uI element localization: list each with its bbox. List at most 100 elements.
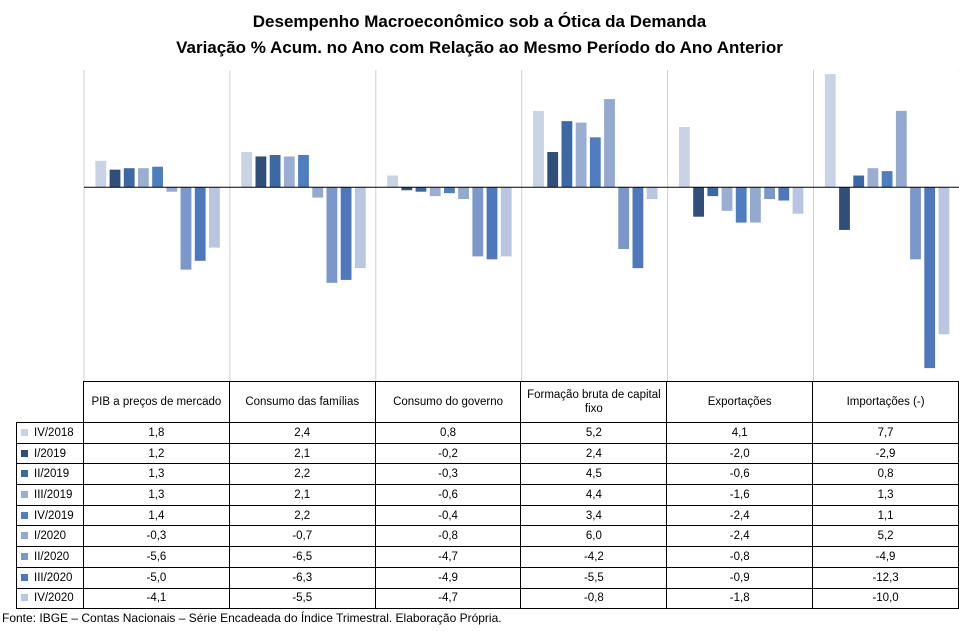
table-row: IV/2019 1,4 2,2 -0,4 3,4 -2,4 1,1 bbox=[16, 504, 959, 527]
data-label: -10,0 bbox=[812, 587, 959, 610]
legend-label-cell: II/2020 bbox=[16, 546, 84, 568]
data-label: -6,3 bbox=[228, 566, 376, 589]
bar bbox=[721, 187, 733, 211]
chart-title: Desempenho Macroeconômico sob a Ótica da… bbox=[252, 12, 707, 31]
bar bbox=[283, 156, 295, 188]
legend-key bbox=[21, 511, 28, 519]
bar bbox=[354, 187, 366, 269]
bar bbox=[839, 187, 850, 230]
legend-label-cell: IV/2019 bbox=[16, 504, 84, 527]
bar bbox=[415, 187, 427, 192]
data-label: 4,1 bbox=[666, 422, 814, 444]
bar bbox=[707, 187, 719, 197]
data-label: 1,2 bbox=[82, 442, 230, 465]
data-label: -0,6 bbox=[374, 484, 522, 506]
source-note: Fonte: IBGE – Contas Nacionais – Série E… bbox=[2, 611, 502, 625]
data-label: -1,6 bbox=[666, 484, 814, 506]
bar bbox=[298, 154, 309, 188]
data-label: 1,3 bbox=[82, 463, 230, 486]
bar bbox=[924, 187, 936, 369]
data-label: 2,4 bbox=[520, 442, 668, 465]
data-label: -0,8 bbox=[374, 525, 522, 548]
bar bbox=[312, 187, 324, 198]
bar bbox=[561, 121, 573, 188]
legend-label: I/2020 bbox=[34, 530, 66, 543]
legend-label-cell: III/2020 bbox=[16, 566, 84, 589]
data-label: -5,6 bbox=[82, 546, 230, 568]
legend-key bbox=[21, 532, 28, 540]
data-label: 2,1 bbox=[228, 484, 376, 506]
table-row: III/2020 -5,0 -6,3 -4,9 -5,5 -0,9 -12,3 bbox=[16, 566, 959, 589]
table-header-row: PIB a preços de mercado Consumo das famíl… bbox=[16, 381, 959, 423]
bar bbox=[895, 110, 907, 188]
data-table: PIB a preços de mercado Consumo das famíl… bbox=[16, 381, 959, 610]
legend-key bbox=[21, 552, 28, 560]
bar bbox=[867, 168, 879, 188]
bar bbox=[853, 175, 865, 188]
bar bbox=[910, 187, 921, 260]
bar bbox=[824, 74, 836, 188]
data-label: -4,1 bbox=[82, 587, 230, 610]
data-label: -0,3 bbox=[374, 463, 522, 486]
data-label: -6,5 bbox=[228, 546, 376, 568]
table-row: IV/2018 1,8 2,4 0,8 5,2 4,1 7,7 bbox=[16, 422, 959, 444]
bar bbox=[209, 187, 220, 248]
data-label: -0,7 bbox=[228, 525, 376, 548]
data-label: 1,8 bbox=[82, 422, 230, 444]
data-label: -5,5 bbox=[520, 566, 668, 589]
bar bbox=[735, 187, 747, 223]
data-label: -2,4 bbox=[666, 525, 814, 548]
bar bbox=[429, 187, 441, 197]
bar bbox=[444, 187, 455, 194]
bar bbox=[938, 187, 950, 335]
data-label: 3,4 bbox=[520, 504, 668, 527]
bar bbox=[138, 168, 149, 188]
legend-label: IV/2020 bbox=[34, 592, 74, 605]
bar bbox=[123, 168, 135, 188]
bar bbox=[778, 187, 790, 201]
data-label: 1,3 bbox=[82, 484, 230, 506]
data-label: -4,7 bbox=[374, 587, 522, 610]
data-label: 2,4 bbox=[228, 422, 376, 444]
legend-key bbox=[21, 428, 28, 436]
bar bbox=[632, 187, 644, 269]
legend-key bbox=[21, 490, 28, 498]
legend-label: III/2019 bbox=[34, 488, 73, 501]
data-label: -4,7 bbox=[374, 546, 522, 568]
bar bbox=[387, 175, 398, 188]
category-header: Exportações bbox=[666, 381, 814, 423]
legend-label: I/2019 bbox=[34, 447, 66, 460]
legend-key bbox=[21, 449, 28, 457]
data-label: -0,2 bbox=[374, 442, 522, 465]
data-label: 1,4 bbox=[82, 504, 230, 527]
data-label: 1,1 bbox=[812, 504, 959, 527]
data-label: -0,4 bbox=[374, 504, 522, 527]
bar bbox=[533, 110, 544, 188]
bar bbox=[693, 187, 704, 217]
data-label: -2,4 bbox=[666, 504, 814, 527]
bar bbox=[326, 187, 338, 283]
bar bbox=[180, 187, 192, 270]
legend-key bbox=[21, 470, 28, 478]
data-label: -0,3 bbox=[82, 525, 230, 548]
data-label: -0,9 bbox=[666, 566, 814, 589]
legend-label-cell: I/2020 bbox=[16, 525, 84, 548]
bar bbox=[255, 156, 267, 188]
bar bbox=[764, 187, 775, 200]
bar bbox=[269, 154, 281, 188]
data-label: 5,2 bbox=[520, 422, 668, 444]
data-label: 7,7 bbox=[812, 422, 959, 444]
legend-label-cell: III/2019 bbox=[16, 484, 84, 506]
table-row: II/2020 -5,6 -6,5 -4,7 -4,2 -0,8 -4,9 bbox=[16, 546, 959, 568]
bar bbox=[458, 187, 469, 200]
bar bbox=[401, 187, 413, 191]
data-label: -1,8 bbox=[666, 587, 814, 610]
data-label: -0,8 bbox=[520, 587, 668, 610]
data-label: -4,9 bbox=[374, 566, 522, 589]
bar bbox=[547, 152, 559, 188]
table-row: III/2019 1,3 2,1 -0,6 4,4 -1,6 1,3 bbox=[16, 484, 959, 506]
table-row: I/2019 1,2 2,1 -0,2 2,4 -2,0 -2,9 bbox=[16, 442, 959, 465]
data-label: -4,9 bbox=[812, 546, 959, 568]
legend-label: III/2020 bbox=[34, 571, 73, 584]
data-label: -0,6 bbox=[666, 463, 814, 486]
